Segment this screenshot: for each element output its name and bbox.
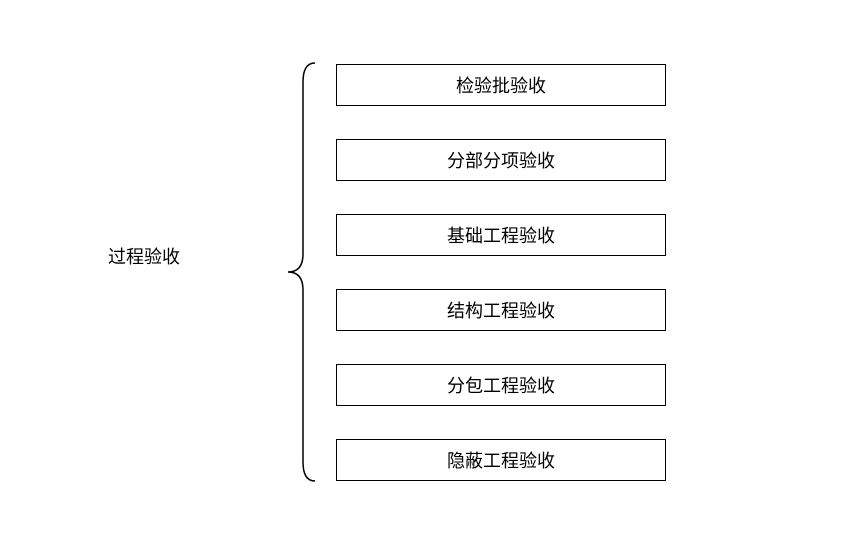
- item-label-2: 基础工程验收: [447, 222, 555, 248]
- root-label: 过程验收: [108, 243, 180, 269]
- item-box-3: 结构工程验收: [336, 289, 666, 331]
- item-box-5: 隐蔽工程验收: [336, 439, 666, 481]
- brace-connector: [285, 62, 315, 482]
- item-box-2: 基础工程验收: [336, 214, 666, 256]
- item-box-0: 检验批验收: [336, 64, 666, 106]
- item-box-1: 分部分项验收: [336, 139, 666, 181]
- item-box-4: 分包工程验收: [336, 364, 666, 406]
- item-label-5: 隐蔽工程验收: [447, 447, 555, 473]
- item-label-1: 分部分项验收: [447, 147, 555, 173]
- item-label-0: 检验批验收: [456, 72, 546, 98]
- item-label-4: 分包工程验收: [447, 372, 555, 398]
- item-label-3: 结构工程验收: [447, 297, 555, 323]
